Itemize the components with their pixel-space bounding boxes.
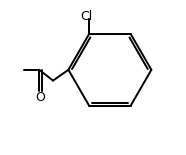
Text: Cl: Cl <box>80 10 92 23</box>
Text: O: O <box>36 91 45 104</box>
